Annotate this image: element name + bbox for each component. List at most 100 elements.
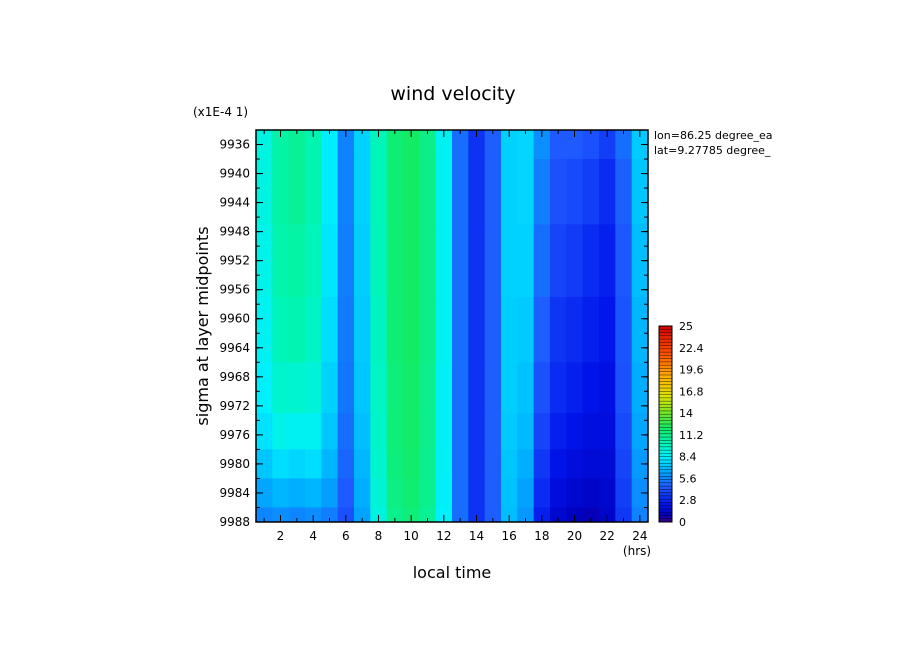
heatmap-cell [256,224,273,298]
heatmap-cell [403,159,420,225]
colorbar-swatch [659,378,672,382]
heatmap-cell [501,478,518,509]
heatmap-cell [256,449,273,480]
colorbar-swatch [659,326,672,330]
heatmap-cell [468,362,486,414]
colorbar-label: 14 [679,407,693,420]
heatmap-cell [452,362,469,414]
colorbar-label: 25 [679,320,693,333]
heatmap-cell [599,507,616,522]
heatmap-cell [599,478,616,509]
heatmap-cell [484,296,502,363]
heatmap-cell [370,449,388,480]
heatmap-cell [321,130,339,160]
y-tick-label: 9964 [219,341,250,355]
heatmap-cell [435,130,453,160]
x-axis: 2 4 6 8 10 12 14 16 18 20 22 24 [263,130,647,543]
heatmap-cell [599,449,616,480]
heatmap-cell [256,159,273,225]
heatmap-cell [419,413,437,451]
heatmap-cell [484,478,502,509]
heatmap-cell [566,507,584,522]
x-tick-label: 18 [534,529,549,543]
colorbar-swatch [659,518,672,523]
heatmap-cell [403,449,420,480]
plot-frame [255,129,649,523]
x-tick-label: 14 [469,529,484,543]
heatmap-cell [517,449,535,480]
heatmap-cell [435,478,453,509]
heatmap-cell [452,159,469,225]
heatmap-cell [305,159,322,225]
heatmap-cell [321,449,339,480]
heatmap-cell [566,478,584,509]
colorbar-swatch [659,420,672,425]
colorbar-swatch [659,388,672,392]
heatmap-cell [566,296,584,363]
annotation-lon: lon=86.25 degree_ea [654,129,773,142]
heatmap-cell [484,130,502,160]
heatmap-cell [631,296,648,363]
x-tick-label: 4 [309,529,317,543]
heatmap-cell [435,507,453,522]
heatmap-cell [272,224,290,298]
heatmap-cell [468,449,486,480]
heatmap-cell [386,478,404,509]
y-tick-label: 9956 [219,283,250,297]
heatmap-cell [370,159,388,225]
heatmap-cell [337,449,355,480]
x-tick-label: 24 [632,529,647,543]
heatmap-cell [321,296,339,363]
colorbar-swatch [659,332,672,337]
x-axis-label: local time [413,563,492,582]
colorbar-swatch [659,453,672,458]
y-scale-note: (x1E-4 1) [193,105,248,119]
y-tick-label: 9988 [219,515,250,529]
heatmap-cell [582,296,600,363]
heatmap-cell [272,413,290,451]
heatmap-cell [550,413,567,451]
colorbar-swatch [659,489,672,493]
heatmap-cell [484,507,502,522]
heatmap-cell [354,130,371,160]
colorbar-swatch [659,407,672,412]
colorbar-swatch [659,440,672,444]
heatmap-cell [403,507,420,522]
colorbar-swatch [659,404,672,409]
heatmap-cell [468,296,486,363]
heatmap-cell [370,413,388,451]
heatmap-cell [256,507,273,522]
heatmap-cell [354,296,371,363]
heatmap-cell [354,449,371,480]
colorbar-swatch [659,505,672,510]
heatmap-cell [468,478,486,509]
heatmap-cell [337,362,355,414]
heatmap-cell [566,159,584,225]
heatmap-cell [501,159,518,225]
heatmap-cell [566,362,584,414]
heatmap-cell [566,130,584,160]
colorbar-swatch [659,476,672,480]
heatmap-cell [517,296,535,363]
heatmap-cell [484,449,502,480]
x-tick-label: 6 [342,529,350,543]
heatmap-cell [403,478,420,509]
heatmap-cell [386,159,404,225]
heatmap-cell [582,159,600,225]
colorbar-swatch [659,466,672,471]
heatmap-cell [337,130,355,160]
colorbar-swatch [659,355,672,360]
colorbar-swatch [659,397,672,402]
heatmap-cell [631,362,648,414]
colorbar-swatch [659,365,672,369]
colorbar-swatch [659,401,672,405]
heatmap-cell [354,478,371,509]
heatmap-cell [566,413,584,451]
heatmap-cell [288,507,306,522]
heatmap-cell [582,507,600,522]
heatmap-cell [615,296,633,363]
colorbar-label: 11.2 [679,429,704,442]
y-tick-label: 9944 [219,196,250,210]
heatmap-cell [386,413,404,451]
heatmap-cell [354,507,371,522]
